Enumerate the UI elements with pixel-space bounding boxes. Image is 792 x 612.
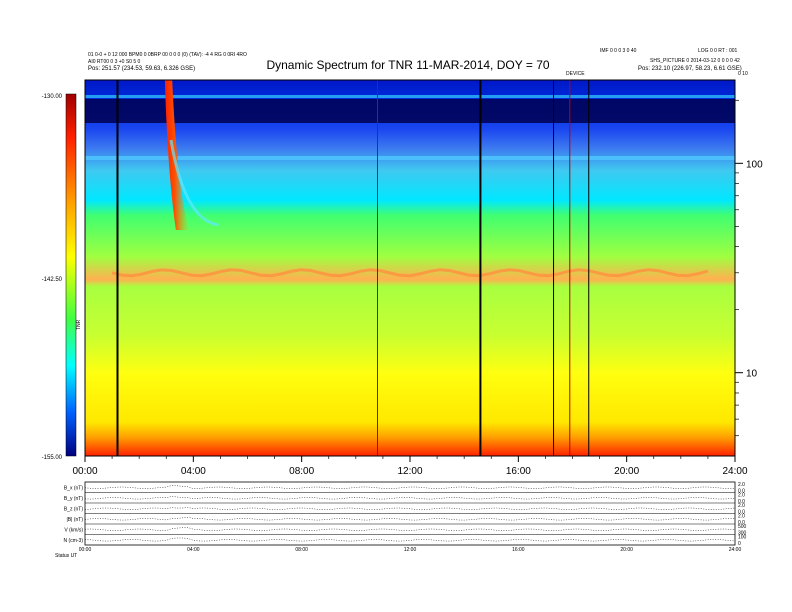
header-left-line-2: AI0 RT00 0 3 +0 S0 5 0 — [88, 59, 141, 65]
y-tick-label-100: 100 — [746, 159, 763, 170]
panel-label: B_z (nT) — [64, 506, 84, 512]
x-tick-label: 24:00 — [722, 466, 747, 477]
spectrogram — [84, 79, 736, 457]
header-left-line-1: 01 0-0 + 0 12 000 BPM0 0 0BRP 00 0 0 0 (… — [88, 52, 247, 58]
panel-scale-top: 2.0 — [738, 493, 745, 499]
header-right-line-2: LOG 0 0 RT : 001 — [698, 48, 738, 54]
colorbar-tick-bottom: -155.00 — [42, 455, 63, 461]
panel-x-tick-label: 24:00 — [729, 547, 742, 553]
panel-trace — [84, 517, 736, 521]
colorbar-tick-mid: -142.50 — [42, 277, 63, 283]
burst-tail — [169, 139, 219, 227]
panel-label: V (km/s) — [64, 527, 83, 533]
panel-x-tick-label: 12:00 — [404, 547, 417, 553]
panel-bottom-label: Status UT — [55, 553, 77, 559]
panel-x-tick-label: 16:00 — [512, 547, 525, 553]
type-iii-burst — [164, 80, 190, 230]
panel-x-tick-label: 20:00 — [620, 547, 633, 553]
panel-scale-bottom: 0.0 — [738, 499, 745, 505]
light-band — [85, 95, 735, 98]
panel-scale-bottom: 0.0 — [738, 489, 745, 495]
x-tick-label: 20:00 — [614, 466, 639, 477]
panel-label: B_y (nT) — [64, 496, 84, 502]
x-tick-label: 12:00 — [397, 466, 422, 477]
spectrogram-background — [85, 80, 735, 456]
panel-label: B_x (nT) — [64, 485, 84, 491]
y-tick-label-10: 10 — [746, 369, 758, 380]
colorbar-tick-top: -130.00 — [42, 94, 63, 100]
header-left-pos: Pos: 251.57 (234.53, 59.63, 6.326 GSE) — [88, 66, 195, 72]
panel-scale-top: 100 — [738, 535, 747, 541]
panel-trace — [84, 507, 736, 510]
right-frequency-axis: 100 10 — [735, 99, 763, 437]
panel-trace — [84, 527, 736, 531]
header-right-line-3: SHS_PICTURE 0 2014-03-12 0 0 0 0 42 — [650, 58, 740, 64]
header-center-label: DEVICE — [566, 71, 585, 77]
chart-title: Dynamic Spectrum for TNR 11-MAR-2014, DO… — [266, 58, 549, 72]
panel-scale-top: 2.0 — [738, 482, 745, 488]
x-tick-label: 08:00 — [289, 466, 314, 477]
light-band-2 — [85, 156, 735, 160]
panel-scale-bottom: 0.0 — [738, 510, 745, 516]
panel-x-tick-label: 08:00 — [295, 547, 308, 553]
colorbar-label: TNR — [76, 319, 82, 330]
header-right-pos: Pos: 232.10 (226.97, 58.23, 6.61 GSE) — [638, 66, 742, 72]
time-axis: 00:00 04:00 08:00 12:00 16:00 20:00 24:00 — [72, 456, 748, 477]
panel-trace — [84, 496, 736, 500]
panel-x-tick-label: 04:00 — [187, 547, 200, 553]
spectrum-marks — [111, 80, 709, 456]
parameter-panels: B_x (nT)2.00.0B_y (nT)2.00.0B_z (nT)2.00… — [55, 481, 747, 559]
panel-scale-bottom: 0 — [738, 541, 741, 547]
panel-trace — [84, 485, 736, 489]
corner-label: 0 10 — [738, 71, 748, 77]
panel-scale-top: 2.0 — [738, 514, 745, 520]
panel-trace — [84, 537, 736, 542]
plasma-line — [111, 268, 709, 278]
dark-band — [85, 99, 735, 123]
panel-label: |B| (nT) — [67, 517, 84, 523]
x-tick-label: 00:00 — [72, 466, 97, 477]
x-tick-label: 16:00 — [506, 466, 531, 477]
colorbar — [65, 93, 77, 457]
panel-scale-top: 2.0 — [738, 503, 745, 509]
panel-scale-bottom: 0.0 — [738, 520, 745, 526]
x-tick-label: 04:00 — [181, 466, 206, 477]
panel-scale-bottom: 300 — [738, 531, 747, 537]
panel-x-tick-label: 00:00 — [79, 547, 92, 553]
panel-scale-top: 500 — [738, 524, 747, 530]
header-right-line-1: IMF 0 0 0 3 0 40 — [600, 48, 637, 54]
panel-label: N (cm-3) — [64, 538, 84, 544]
